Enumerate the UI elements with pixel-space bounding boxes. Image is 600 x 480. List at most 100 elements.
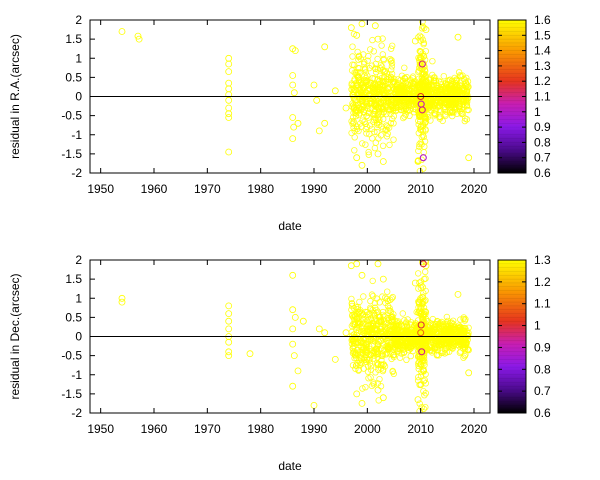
dec-cluster-point <box>447 339 455 346</box>
ra-cluster-point <box>465 106 472 114</box>
dec-cluster-point <box>376 313 384 320</box>
ra-cluster-point <box>388 59 396 67</box>
ra-cluster-point <box>359 97 366 105</box>
ra-data-point <box>379 158 387 165</box>
ra-data-point <box>418 60 426 68</box>
dec-x-tick-label: 1950 <box>87 422 114 436</box>
ra-y-tick-label: -2 <box>71 166 82 180</box>
ra-cluster-point <box>382 67 389 75</box>
ra-cluster-point <box>355 56 362 63</box>
ra-data-point <box>419 154 427 162</box>
ra-cluster-point <box>385 124 393 131</box>
ra-cluster-point <box>370 48 377 55</box>
ra-y-tick-label: 1 <box>75 51 82 65</box>
dec-cluster-point <box>415 300 423 308</box>
dec-cluster-point <box>373 317 381 325</box>
ra-cluster-point <box>416 55 423 62</box>
dec-cluster-point <box>462 316 469 323</box>
dec-data-point <box>358 399 366 407</box>
ra-cluster-point <box>456 103 464 110</box>
ra-cluster-point <box>386 107 393 114</box>
dec-cluster-point <box>438 349 445 356</box>
ra-data-point <box>418 106 426 114</box>
dec-x-tick-label: 1990 <box>301 422 328 436</box>
ra-cluster-point <box>348 81 355 89</box>
dec-cluster-point <box>355 320 362 327</box>
ra-data-point <box>134 32 142 40</box>
ra-data-point <box>225 96 233 104</box>
dec-cluster-point <box>463 335 470 342</box>
dec-cluster-point <box>400 349 408 357</box>
ra-cluster-point <box>452 100 460 107</box>
ra-cluster-point <box>437 80 445 88</box>
dec-cluster-point <box>457 316 464 323</box>
dec-y-tick-label: 2 <box>75 253 82 267</box>
ra-cluster-point <box>348 103 356 110</box>
dec-data-point <box>418 348 426 356</box>
dec-cluster-point <box>374 380 381 387</box>
ra-cluster-point <box>371 81 378 89</box>
ra-x-tick-label: 1970 <box>194 182 221 196</box>
dec-cluster-point <box>378 361 385 368</box>
dec-colorbar: 1.3 1.2 1.1 1 0.9 0.8 0.7 0.6 <box>497 253 551 420</box>
ra-cluster-point <box>451 97 459 104</box>
dec-cluster-point <box>416 355 423 363</box>
ra-cluster-point <box>452 91 460 98</box>
dec-cluster-point <box>369 277 376 285</box>
ra-data-point <box>411 37 419 45</box>
dec-colorbar-tick-label: 0.8 <box>534 362 551 376</box>
dec-data-point <box>417 321 425 329</box>
ra-cluster-point <box>416 143 423 150</box>
ra-cluster-point <box>421 24 428 32</box>
dec-cluster-point <box>358 337 365 344</box>
ra-cluster-point <box>421 66 428 74</box>
ra-cluster-point <box>422 127 429 134</box>
dec-cluster-point <box>352 362 360 369</box>
dec-cluster-point <box>439 321 447 328</box>
ra-cluster-point <box>464 91 471 99</box>
dec-cluster-point <box>352 340 359 347</box>
ra-data-point <box>321 119 329 127</box>
ra-data-point <box>289 135 297 143</box>
ra-data-point <box>225 104 233 112</box>
ra-cluster-point <box>374 115 382 122</box>
ra-cluster-point <box>359 83 367 91</box>
ra-cluster-point <box>349 43 356 50</box>
dec-cluster-point <box>418 282 425 289</box>
ra-cluster-point <box>370 118 377 126</box>
dec-cluster-point <box>416 400 423 407</box>
ra-data-point <box>289 72 297 79</box>
dec-cluster-point <box>373 306 380 314</box>
dec-colorbar-tick-label: 1 <box>534 319 541 333</box>
ra-cluster-point <box>354 91 361 98</box>
dec-data-point <box>225 302 233 310</box>
ra-cluster-point <box>393 85 401 93</box>
dec-cluster-point <box>405 327 412 334</box>
dec-cluster-point <box>442 339 450 346</box>
dec-data-point <box>289 382 297 390</box>
dec-x-tick-label: 1980 <box>247 422 274 436</box>
dec-cluster-point <box>400 341 408 348</box>
ra-cluster-point <box>376 65 384 72</box>
ra-cluster-point <box>354 107 361 115</box>
ra-y-tick-label: 0.5 <box>65 70 82 84</box>
dec-cluster-point <box>403 356 410 363</box>
ra-cluster-point <box>387 58 395 65</box>
ra-points <box>118 20 473 173</box>
dec-cluster-point <box>360 315 367 323</box>
ra-cluster-point <box>351 134 358 141</box>
ra-cluster-point <box>362 141 369 148</box>
ra-residual-chart: 2 1.5 1 0.5 0 -0.5 -1 -1.5 -2 1950 1960 1970 1980 199… <box>8 13 551 233</box>
dec-cluster-point <box>391 328 398 336</box>
ra-cluster-point <box>365 114 372 121</box>
ra-cluster-point <box>378 74 386 82</box>
ra-cluster-point <box>349 100 356 107</box>
dec-x-tick-label: 1960 <box>141 422 168 436</box>
ra-data-point <box>465 154 473 162</box>
ra-cluster-point <box>405 81 412 89</box>
ra-cluster-point <box>422 78 429 86</box>
ra-cluster-point <box>415 68 422 76</box>
dec-cluster-point <box>416 325 423 332</box>
dec-cluster-point <box>419 260 426 266</box>
ra-cluster-point <box>379 106 386 113</box>
